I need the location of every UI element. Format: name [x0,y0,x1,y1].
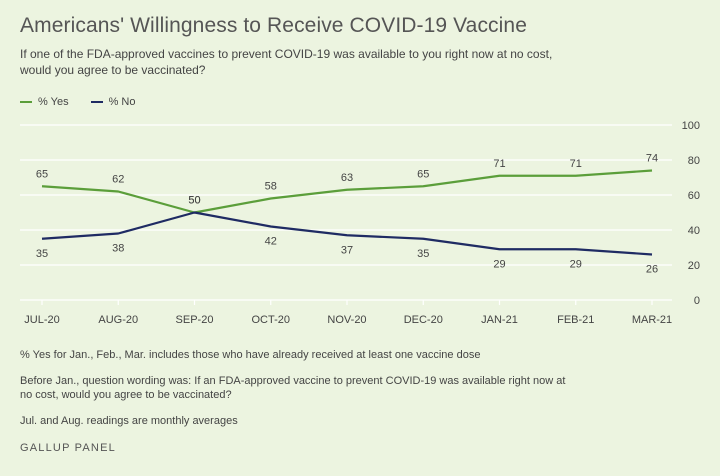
note-2: Before Jan., question wording was: If an… [20,374,566,402]
x-tick-label-3: OCT-20 [251,314,290,326]
data-label-no-5: 35 [417,248,429,260]
data-label-no-1: 38 [112,243,124,255]
x-tick-label-1: AUG-20 [98,314,138,326]
data-label-no-8: 26 [646,264,658,276]
chart-notes: % Yes for Jan., Feb., Mar. includes thos… [20,348,580,439]
legend-label-yes: % Yes [38,96,69,108]
series-line-yes [41,169,653,214]
chart-subtitle: If one of the FDA-approved vaccines to p… [20,47,553,77]
x-tick-label-8: MAR-21 [632,314,672,326]
x-tick-label-2: SEP-20 [176,314,214,326]
data-label-no-3: 42 [265,236,277,248]
legend-swatch-no [90,101,103,103]
chart-title: Americans' Willingness to Receive COVID-… [20,14,527,37]
legend-item-yes: % Yes [20,96,69,108]
legend: % Yes % No [20,96,136,108]
note-1: % Yes for Jan., Feb., Mar. includes thos… [20,349,481,361]
x-tick-label-4: NOV-20 [327,314,366,326]
x-tick-label-7: FEB-21 [557,314,594,326]
note-3: Jul. and Aug. readings are monthly avera… [20,414,238,427]
source-label: GALLUP PANEL [20,442,116,454]
data-label-yes-6: 71 [493,158,505,170]
series-line-no [41,211,653,256]
data-label-yes-4: 63 [341,172,353,184]
data-label-yes-8: 74 [646,153,658,165]
data-label-yes-3: 58 [265,181,277,193]
y-tick-label-40: 40 [688,225,700,237]
data-label-yes-1: 62 [112,174,124,186]
data-label-no-0: 35 [36,248,48,260]
y-tick-label-20: 20 [688,260,700,272]
legend-swatch-yes [20,101,32,103]
data-label-no-2: 50 [188,195,200,207]
legend-item-no: % No [90,96,136,108]
data-label-yes-7: 71 [570,158,582,170]
line-chart: 0 20 40 60 80 100 JUL-20 AUG-20 SEP-20 OCT-20 NOV-… [20,120,700,326]
x-tick-label-6: JAN-21 [481,314,518,326]
data-label-no-6: 29 [493,258,505,270]
data-label-no-4: 37 [341,244,353,256]
data-label-yes-0: 65 [36,168,48,180]
data-label-yes-2: 50 [188,195,200,207]
legend-label-no: % No [108,96,136,108]
y-tick-label-0: 0 [694,295,700,307]
y-tick-label-80: 80 [688,155,700,167]
y-tick-label-100: 100 [682,120,700,132]
y-tick-label-60: 60 [688,190,700,202]
data-label-no-7: 29 [570,258,582,270]
data-label-yes-5: 65 [417,168,429,180]
x-tick-label-0: JUL-20 [24,314,59,326]
x-tick-label-5: DEC-20 [404,314,443,326]
